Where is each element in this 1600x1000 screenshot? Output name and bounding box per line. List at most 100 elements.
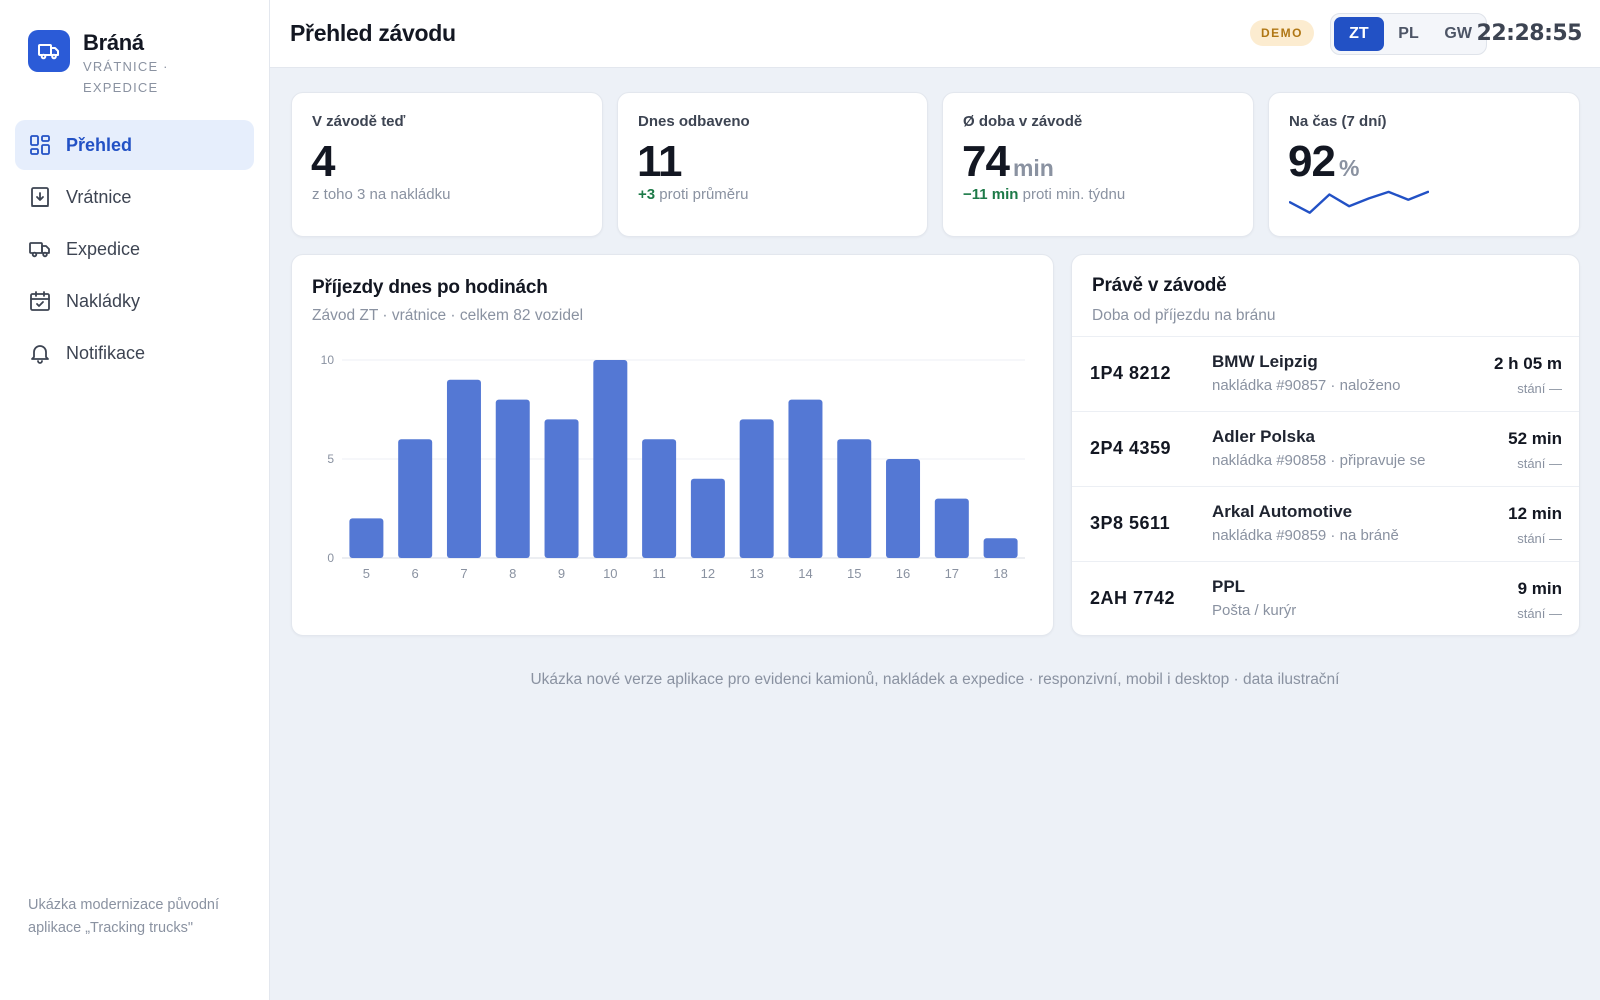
x-tick-label: 16 <box>896 566 910 581</box>
x-tick-label: 13 <box>749 566 763 581</box>
panel-subtitle: Doba od příjezdu na bránu <box>1092 307 1276 324</box>
x-tick-label: 11 <box>652 566 666 581</box>
y-tick-label: 10 <box>321 353 335 367</box>
kpi-number: 4 <box>311 137 336 186</box>
bar-hour-10[interactable] <box>593 360 628 558</box>
duration: 12 min <box>1508 504 1562 523</box>
nav-item-label: Přehled <box>66 134 133 155</box>
truck-row[interactable]: 2P4 4359 Adler Polska nakládka #90858 · … <box>1072 411 1579 486</box>
brand-subtitle: VRÁTNICE · EXPEDICE <box>83 59 169 95</box>
page-title: Přehled závodu <box>290 20 456 46</box>
plant-pl-button[interactable]: PL <box>1398 25 1419 42</box>
nav-item-label: Nakládky <box>66 290 141 311</box>
x-tick-label: 18 <box>993 566 1007 581</box>
x-tick-label: 8 <box>509 566 516 581</box>
panel-subtitle: Závod ZT · vrátnice · celkem 82 vozidel <box>312 307 584 324</box>
sidebar-footer-note: Ukázka modernizace původní aplikace „Tra… <box>28 897 220 936</box>
nav-item-expedice[interactable]: Expedice <box>15 224 254 274</box>
bar-hour-6[interactable] <box>398 439 433 558</box>
truck-logo-icon <box>28 30 70 72</box>
parking-status: stání — <box>1517 456 1562 471</box>
y-tick-label: 0 <box>327 551 334 565</box>
kpi-delta: +3 <box>638 186 656 203</box>
panel-title: Příjezdy dnes po hodinách <box>312 277 548 298</box>
dashboard-icon <box>30 135 50 155</box>
arrivals-chart-panel: Příjezdy dnes po hodinách Závod ZT · vrá… <box>291 254 1054 636</box>
truck-row[interactable]: 1P4 8212 BMW Leipzig nakládka #90857 · n… <box>1072 336 1579 411</box>
y-tick-label: 5 <box>327 452 334 466</box>
bar-hour-7[interactable] <box>446 379 481 558</box>
bar-hour-12[interactable] <box>690 478 725 558</box>
license-plate: 2AH 7742 <box>1090 588 1176 608</box>
company-name: BMW Leipzig <box>1212 352 1318 371</box>
loading-detail: nakládka #90857 · naloženo <box>1212 377 1401 394</box>
nav-item-prehled[interactable]: Přehled <box>15 120 254 170</box>
kpi-card-dispatched: Dnes odbaveno 11 +3 proti průměru <box>617 92 928 237</box>
main-nav: Přehled Vrátnice Expedice Nakládky <box>15 120 254 380</box>
loading-detail: nakládka #90859 · na bráně <box>1212 527 1399 544</box>
bar-hour-5[interactable] <box>349 518 384 558</box>
plant-switcher: ZT PL GW <box>1330 13 1487 55</box>
loading-detail: Pošta / kurýr <box>1212 602 1297 619</box>
kpi-label: Na čas (7 dní) <box>1289 113 1387 130</box>
bar-hour-17[interactable] <box>934 498 969 558</box>
kpi-card-avg-time: Ø doba v závodě 74 min −11 min proti min.… <box>942 92 1254 237</box>
truck-row[interactable]: 2AH 7742 PPL Pošta / kurýr 9 min stání — <box>1072 561 1579 635</box>
x-tick-label: 12 <box>701 566 715 581</box>
license-plate: 1P4 8212 <box>1090 363 1172 383</box>
license-plate: 3P8 5611 <box>1090 513 1171 533</box>
top-header: Přehled závodu DEMO ZT PL GW 22:28:55 <box>270 0 1600 68</box>
company-name: Adler Polska <box>1212 427 1315 446</box>
plant-zt-button[interactable]: ZT <box>1334 17 1384 51</box>
demo-badge: DEMO <box>1250 20 1314 46</box>
x-tick-label: 9 <box>558 566 565 581</box>
nav-item-vratnice[interactable]: Vrátnice <box>15 172 254 222</box>
kpi-label: Ø doba v závodě <box>963 113 1083 130</box>
brand[interactable]: Bráná VRÁTNICE · EXPEDICE <box>28 30 193 98</box>
x-tick-label: 15 <box>847 566 861 581</box>
bar-hour-8[interactable] <box>495 399 530 558</box>
brand-name: Bráná <box>83 30 144 55</box>
kpi-subtext-rest: proti min. týdnu <box>1018 186 1126 203</box>
bar-hour-15[interactable] <box>837 439 872 558</box>
kpi-subtext-rest: proti průměru <box>655 186 749 203</box>
loading-detail: nakládka #90858 · připravuje se <box>1212 452 1426 469</box>
nav-item-label: Notifikace <box>66 342 146 363</box>
parking-status: stání — <box>1517 606 1562 621</box>
kpi-value: 92% <box>1288 137 1359 193</box>
kpi-subtext: z toho 3 na nakládku <box>312 186 451 203</box>
bar-hour-13[interactable] <box>739 419 774 558</box>
sidebar: Bráná VRÁTNICE · EXPEDICE Přehled Vrátni… <box>0 0 270 1000</box>
bar-hour-14[interactable] <box>788 399 823 558</box>
kpi-label: Dnes odbaveno <box>638 113 750 130</box>
footer-note: Ukázka nové verze aplikace pro evidenci … <box>530 671 1340 688</box>
truck-icon <box>29 242 50 258</box>
kpi-number: 11 <box>637 137 683 186</box>
x-tick-label: 7 <box>460 566 467 581</box>
kpi-number: 92 <box>1288 137 1336 186</box>
nav-item-notifikace[interactable]: Notifikace <box>15 328 254 378</box>
truck-row[interactable]: 3P8 5611 Arkal Automotive nakládka #9085… <box>1072 486 1579 561</box>
kpi-subtext: +3 proti průměru <box>638 186 748 203</box>
kpi-value: 74 min <box>962 137 1054 193</box>
kpi-value: 11 <box>637 137 683 187</box>
parking-status: stání — <box>1517 381 1562 396</box>
kpi-unit: % <box>1338 155 1360 181</box>
plant-gw-button[interactable]: GW <box>1444 25 1472 42</box>
kpi-delta: −11 min <box>963 186 1019 203</box>
bar-hour-9[interactable] <box>544 419 579 558</box>
license-plate: 2P4 4359 <box>1090 438 1172 458</box>
kpi-subtext: −11 min proti min. týdnu <box>963 186 1125 203</box>
clock: 22:28:55 <box>1476 21 1583 46</box>
bar-hour-11[interactable] <box>642 439 677 558</box>
kpi-number: 74 <box>962 137 1010 186</box>
bar-hour-18[interactable] <box>983 538 1018 558</box>
nav-item-nakladky[interactable]: Nakládky <box>15 276 254 326</box>
kpi-card-on-time: Na čas (7 dní) 92% <box>1268 92 1580 237</box>
company-name: Arkal Automotive <box>1212 502 1353 521</box>
bar-hour-16[interactable] <box>886 459 921 558</box>
bell-icon <box>31 345 49 364</box>
nav-item-label: Expedice <box>66 238 141 259</box>
kpi-value: 4 <box>311 137 336 187</box>
on-site-panel: Právě v závodě Doba od příjezdu na bránu… <box>1071 254 1580 636</box>
